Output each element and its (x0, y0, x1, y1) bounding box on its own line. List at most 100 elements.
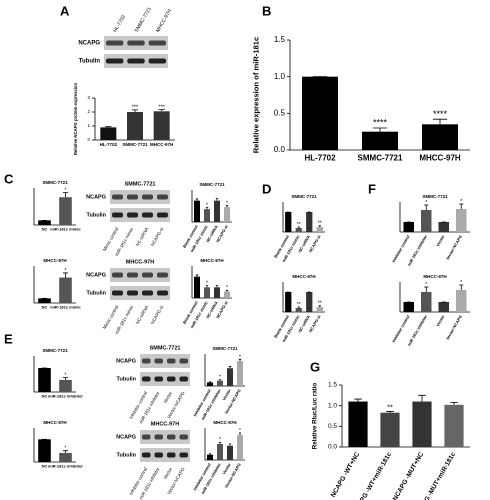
chart-title: MHCC-97H (213, 420, 236, 425)
blot-background (140, 448, 190, 462)
bar (285, 292, 292, 312)
blot-background (110, 190, 170, 204)
significance-label: * (65, 268, 67, 274)
x-tick-label: miR-181c mimic (50, 305, 81, 310)
significance-label: *** (158, 104, 165, 110)
bar (237, 361, 243, 386)
blot-background (140, 372, 190, 386)
blot-band (142, 434, 151, 440)
bar (194, 200, 200, 222)
blot-lane-label: Vector (162, 390, 173, 404)
bar (316, 307, 323, 312)
chart-title: MHCC-97H (292, 274, 315, 279)
x-tick-label: NCAPG -MUT+NC (392, 451, 426, 500)
blot-band (167, 358, 176, 364)
x-tick-label: miR-181c mimic (50, 227, 81, 232)
blot-band (112, 212, 123, 218)
blot-title: SMMC-7721 (125, 181, 156, 187)
bar (295, 228, 302, 232)
blot-title: MHCC-97H (126, 259, 154, 265)
blot-lane-label: NCAPG-si (150, 227, 165, 247)
x-tick-label: HL-7702 (304, 153, 336, 162)
y-tick-label: 1.0 (328, 402, 337, 409)
error-bar (297, 226, 301, 228)
error-bar (205, 207, 209, 210)
chart-title: SMMC-7721 (199, 182, 225, 187)
error-bar (318, 305, 322, 307)
error-bar (424, 286, 429, 292)
significance-label: * (460, 199, 462, 205)
blot-band (127, 290, 138, 296)
y-axis-label: Relative Rluc/Luc ratio (311, 383, 318, 450)
error-bar (215, 198, 219, 201)
blot-band (142, 452, 151, 458)
blot-background (110, 208, 170, 222)
blot-band (142, 194, 153, 200)
blot-band (154, 434, 163, 440)
error-bar (62, 450, 69, 453)
blot-row-label: Tubulin (79, 59, 101, 65)
significance-label: * (206, 281, 208, 287)
blot-row-label: NCAPG (116, 358, 136, 364)
blot-lane-label: NC-siRNA (135, 227, 150, 247)
bar (421, 292, 432, 312)
significance-label: **** (433, 109, 448, 119)
significance-label: *** (132, 105, 139, 111)
y-tick-label: 0.5 (274, 108, 286, 117)
x-tick-label: Inhibitor control (391, 234, 411, 263)
bar (59, 277, 72, 303)
blot-band (157, 194, 168, 200)
bar (362, 131, 398, 150)
error-bar (228, 366, 232, 369)
blot-row-label: NCAPG (78, 41, 100, 47)
bar (204, 209, 210, 222)
bar (38, 439, 51, 462)
error-bar (215, 285, 219, 288)
x-tick-label: NC (42, 464, 48, 469)
blot-background (140, 354, 190, 368)
significance-label: * (65, 446, 67, 452)
blot-lane-label: MHCC-97H (155, 8, 173, 34)
error-bar (218, 441, 222, 444)
chart-title: MHCC-97H (43, 258, 66, 263)
blot-lane-label: HL-7702 (112, 14, 127, 34)
blot-band (157, 290, 168, 296)
panel-letter: B (262, 3, 271, 18)
blot-band (154, 452, 163, 458)
y-tick-label: 0 (87, 137, 90, 142)
significance-label: * (65, 188, 67, 194)
blot-row-label: Tubulin (117, 376, 137, 382)
error-bar (131, 109, 139, 112)
bar (302, 76, 338, 150)
significance-label: * (460, 280, 462, 286)
bar (207, 454, 213, 460)
bar (227, 445, 233, 460)
bar (412, 401, 432, 447)
x-tick-label: miR-181c inhibitor (406, 234, 428, 267)
error-bar (424, 204, 429, 210)
error-bar (418, 394, 426, 402)
y-axis-label: Relative NCAPG protein expression (73, 82, 78, 155)
bar (153, 111, 170, 140)
significance-label: * (219, 437, 221, 443)
x-tick-label: NC (42, 394, 48, 399)
bar (421, 210, 432, 232)
significance-label: ** (318, 301, 322, 307)
x-tick-label: Vector (435, 314, 446, 327)
error-bar (318, 225, 322, 227)
bar (59, 197, 72, 225)
chart-title: MHCC-97H (43, 420, 66, 425)
bar (295, 308, 302, 312)
panel-letter: G (310, 359, 320, 374)
x-tick-label: Inhibitor control (391, 314, 411, 343)
bar (214, 200, 220, 222)
error-bar (62, 377, 69, 380)
error-bar (195, 274, 199, 277)
error-bar (205, 285, 209, 288)
bar (348, 401, 368, 447)
significance-label: ** (297, 222, 301, 228)
panel-letter: E (4, 331, 13, 346)
bar (237, 435, 243, 460)
bar (59, 452, 72, 462)
